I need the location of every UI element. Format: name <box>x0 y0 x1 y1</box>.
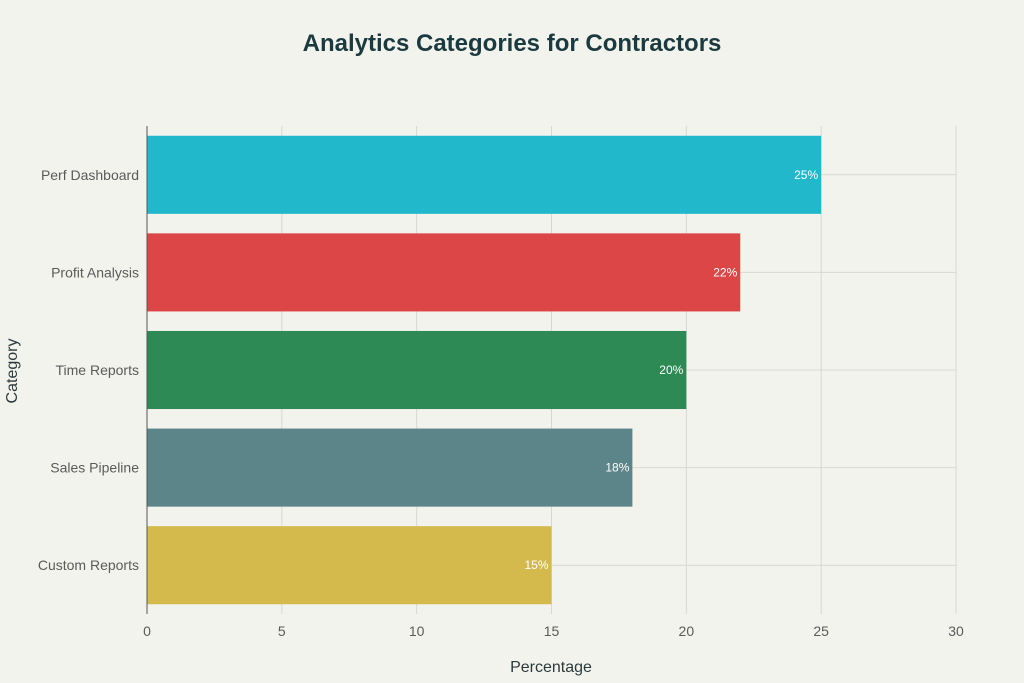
y-tick-labels: Perf Dashboard Profit Analysis Time Report… <box>38 167 139 573</box>
y-tick-label: Time Reports <box>55 362 139 378</box>
x-tick-label: 0 <box>143 623 151 639</box>
bar <box>147 526 552 605</box>
bar-value-label: 25% <box>794 168 818 182</box>
bar <box>147 428 633 507</box>
data-labels: 25% 22% 20% 18% 15% <box>524 168 818 572</box>
x-tick-label: 30 <box>948 623 964 639</box>
bar-value-label: 22% <box>713 265 737 279</box>
bar <box>147 135 822 214</box>
x-tick-label: 15 <box>544 623 560 639</box>
y-tick-label: Custom Reports <box>38 557 139 573</box>
bars <box>147 135 822 605</box>
y-tick-label: Perf Dashboard <box>41 167 139 183</box>
bar <box>147 233 741 312</box>
x-tick-label: 10 <box>409 623 425 639</box>
bar-value-label: 18% <box>605 461 629 475</box>
chart-title: Analytics Categories for Contractors <box>303 30 722 57</box>
x-tick-label: 5 <box>278 623 286 639</box>
x-tick-label: 20 <box>679 623 695 639</box>
x-tick-labels: 0 5 10 15 20 25 30 <box>143 623 964 639</box>
y-axis-label: Category <box>4 339 21 404</box>
y-tick-label: Sales Pipeline <box>50 460 139 476</box>
x-axis-label: Percentage <box>510 659 592 676</box>
bar <box>147 330 687 410</box>
x-tick-label: 25 <box>813 623 829 639</box>
y-tick-label: Profit Analysis <box>51 264 139 280</box>
bar-value-label: 20% <box>659 363 683 377</box>
bar-value-label: 15% <box>524 558 548 572</box>
